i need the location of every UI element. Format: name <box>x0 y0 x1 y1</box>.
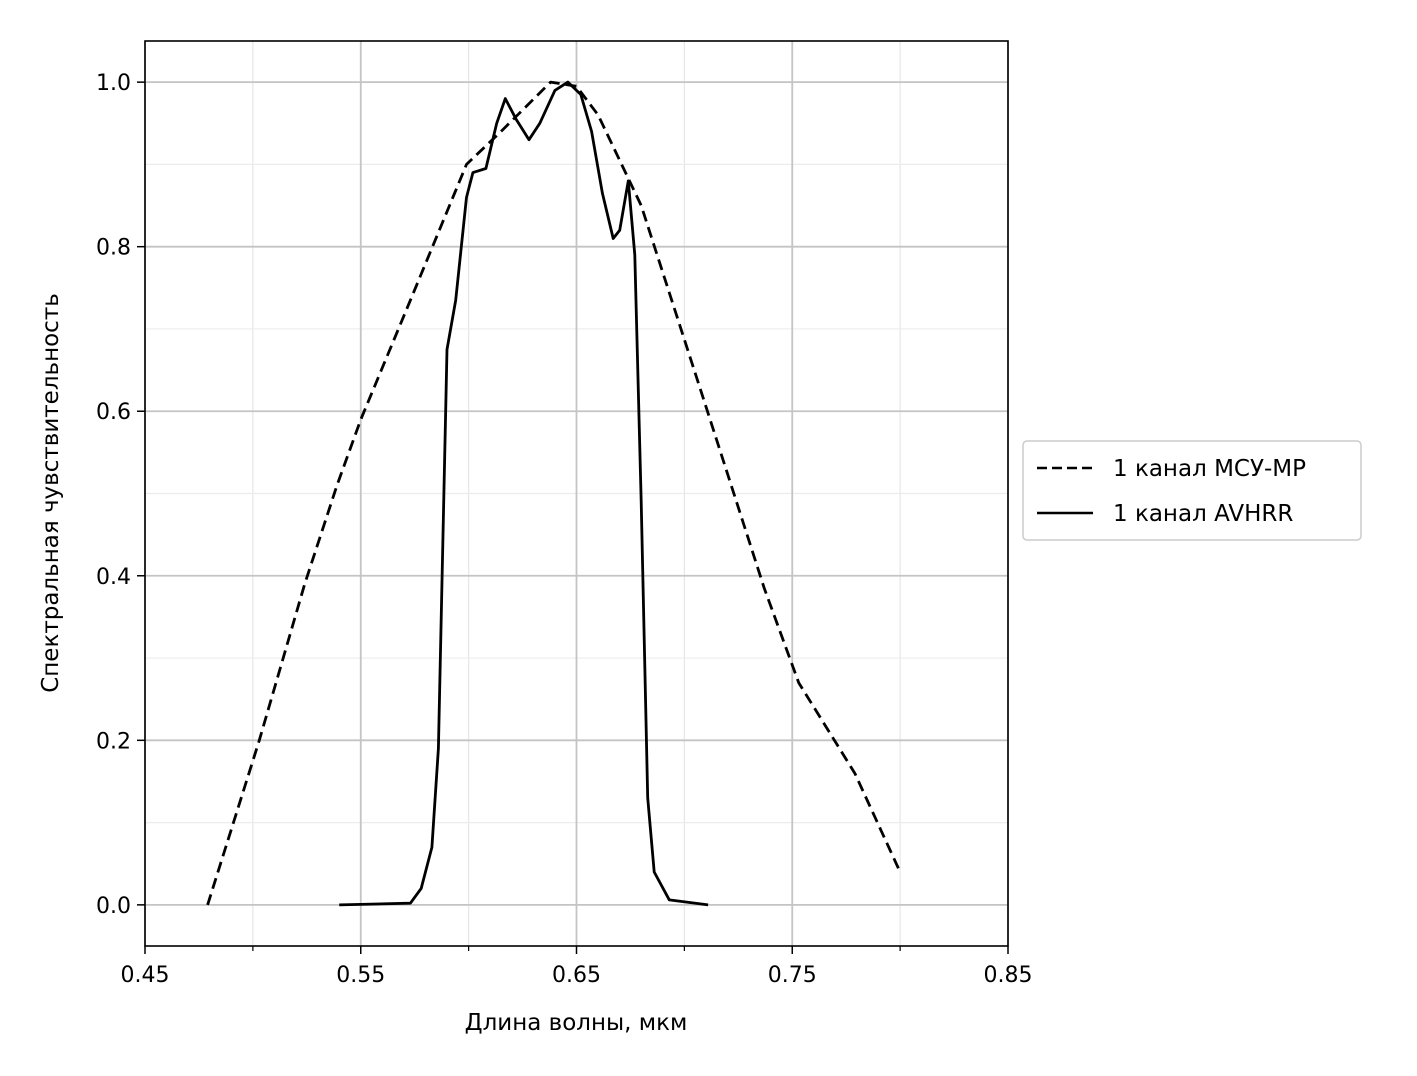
y-tick-label: 0.0 <box>96 894 131 919</box>
y-tick-label: 0.6 <box>96 400 131 425</box>
x-tick-label: 0.45 <box>121 963 170 988</box>
y-axis-label: Спектральная чувствительность <box>38 293 64 693</box>
y-tick-label: 1.0 <box>96 71 131 96</box>
x-tick-label: 0.65 <box>552 963 601 988</box>
y-tick-label: 0.4 <box>96 565 131 590</box>
x-tick-label: 0.55 <box>336 963 385 988</box>
y-tick-label: 0.2 <box>96 729 131 754</box>
y-tick-label: 0.8 <box>96 236 131 261</box>
series-line-avhrr <box>339 80 709 907</box>
x-tick-label: 0.85 <box>984 963 1033 988</box>
x-tick-label: 0.75 <box>768 963 817 988</box>
grid <box>144 41 1009 946</box>
series-layer <box>206 80 902 907</box>
legend-box <box>1022 440 1362 541</box>
legend-label-msu-mr: 1 канал МСУ-МР <box>1113 456 1306 482</box>
x-axis-label: Длина волны, мкм <box>465 1010 688 1036</box>
legend-label-avhrr: 1 канал AVHRR <box>1113 501 1293 527</box>
legend: 1 канал МСУ-МР 1 канал AVHRR <box>1022 440 1362 541</box>
ticks: 0.45 0.55 0.65 0.75 0.85 0.0 0.2 0.4 0.6 0.8 1.0 <box>96 71 1032 988</box>
series-line-msu-mr <box>206 80 902 906</box>
